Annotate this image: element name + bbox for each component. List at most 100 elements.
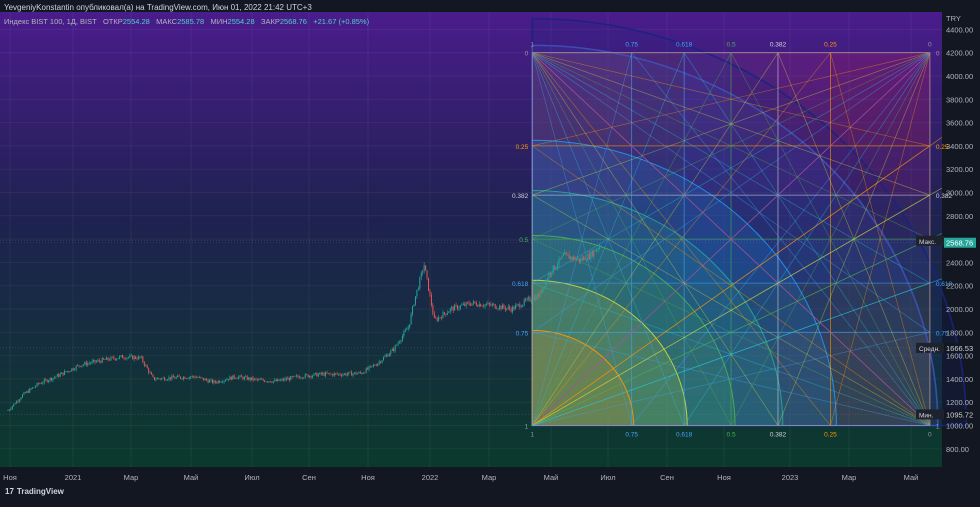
- candle-body: [68, 371, 70, 372]
- candle-body: [156, 378, 158, 380]
- candle-body: [558, 258, 560, 265]
- candle-body: [36, 383, 38, 387]
- candle-body: [114, 358, 116, 360]
- candle-body: [404, 330, 406, 332]
- candle-body: [232, 375, 234, 380]
- candle-body: [503, 304, 505, 308]
- candle-body: [501, 304, 503, 310]
- candle-body: [542, 287, 544, 293]
- time-tick-label: Мар: [124, 473, 139, 482]
- candle-body: [298, 376, 300, 379]
- candle-body: [407, 327, 409, 330]
- candle-body: [184, 377, 186, 379]
- symbol-name[interactable]: Индекс BIST 100, 1Д, BIST: [4, 17, 97, 26]
- candle-body: [530, 301, 532, 302]
- candle-body: [275, 379, 277, 382]
- candle-body: [88, 363, 90, 364]
- candle-body: [222, 382, 224, 383]
- open-value: 2554.28: [122, 17, 150, 26]
- gann-level-label-bottom: 0.75: [625, 432, 638, 439]
- candle-body: [423, 265, 425, 272]
- gann-ray: [532, 278, 943, 426]
- candle-body: [32, 387, 34, 389]
- candle-body: [522, 304, 524, 307]
- price-badge-value: 1095.72: [946, 410, 973, 419]
- candle-body: [410, 314, 412, 325]
- candle-body: [171, 375, 173, 380]
- candle-body: [213, 380, 215, 383]
- candle-body: [242, 376, 244, 380]
- candle-body: [61, 372, 63, 374]
- candle-body: [33, 387, 35, 388]
- candle-body: [428, 277, 429, 291]
- candle-body: [457, 305, 458, 310]
- candle-body: [378, 361, 380, 364]
- candle-body: [43, 379, 45, 383]
- price-badge[interactable]: [944, 409, 976, 420]
- candle-body: [539, 291, 541, 297]
- time-tick-label: 2021: [65, 473, 82, 482]
- price-tick-label: 3200.00: [946, 165, 973, 174]
- price-tick-label: 3000.00: [946, 189, 973, 198]
- candle-body: [248, 377, 250, 380]
- candle-body: [74, 369, 76, 371]
- candle-body: [233, 375, 235, 379]
- gann-fan-line: [531, 52, 685, 426]
- price-axis[interactable]: TRY 800.00 1000.00 1200.00 1400.00 1600.00 180…: [916, 14, 976, 454]
- candle-body: [467, 302, 469, 303]
- tradingview-logo[interactable]: 17 TradingView: [5, 487, 64, 496]
- candle-body: [93, 360, 95, 362]
- price-badge[interactable]: [944, 342, 976, 353]
- candle-body: [416, 289, 418, 297]
- candle-body: [80, 366, 81, 367]
- gann-level-label-left: 0.382: [512, 193, 529, 200]
- candle-body: [164, 377, 166, 381]
- candle-body: [551, 273, 553, 275]
- gann-arc: [531, 190, 784, 426]
- candle-body: [45, 379, 47, 381]
- price-tick-label: 4400.00: [946, 25, 973, 34]
- candle-body: [82, 364, 84, 366]
- candle-body: [494, 304, 496, 309]
- gann-level-label-right: 0.382: [936, 193, 953, 200]
- time-tick-label: Май: [184, 473, 199, 482]
- candle-body: [110, 357, 112, 361]
- price-badge-name: Мин.: [919, 412, 934, 419]
- gann-fan-line: [531, 52, 831, 426]
- gann-fan-line: [531, 52, 685, 426]
- candle-body: [420, 272, 422, 278]
- candle-body: [13, 403, 15, 407]
- candle-body: [516, 304, 518, 306]
- candle-body: [307, 374, 309, 378]
- gann-fan-line: [532, 52, 930, 240]
- time-axis[interactable]: Ноя 2021 Мар Май Июл Сен Ноя 2022 Мар Май Июл Сен Но…: [3, 473, 918, 482]
- candle-body: [591, 251, 593, 257]
- candle-body: [504, 307, 506, 310]
- candle-body: [381, 360, 383, 363]
- candle-body: [181, 378, 183, 379]
- candle-body: [272, 380, 274, 383]
- candle-body: [391, 348, 393, 351]
- gann-level-label-right: 0: [936, 51, 940, 58]
- time-tick-label: Мар: [842, 473, 857, 482]
- candle-body: [17, 401, 19, 402]
- candle-body: [312, 375, 313, 378]
- candle-body: [85, 362, 87, 366]
- candle-body: [441, 317, 443, 319]
- candle-body: [288, 378, 290, 381]
- candle-body: [132, 355, 134, 360]
- candle-body: [287, 378, 289, 380]
- candle-body: [388, 354, 390, 357]
- price-badge[interactable]: [944, 237, 976, 248]
- candle-body: [528, 297, 530, 299]
- candle-body: [588, 253, 590, 259]
- gann-fan-line: [532, 52, 931, 426]
- candle-body: [240, 375, 242, 377]
- candle-body: [190, 376, 192, 378]
- grid: [0, 12, 942, 467]
- gann-fan-line: [631, 52, 931, 426]
- candle-body: [390, 350, 392, 355]
